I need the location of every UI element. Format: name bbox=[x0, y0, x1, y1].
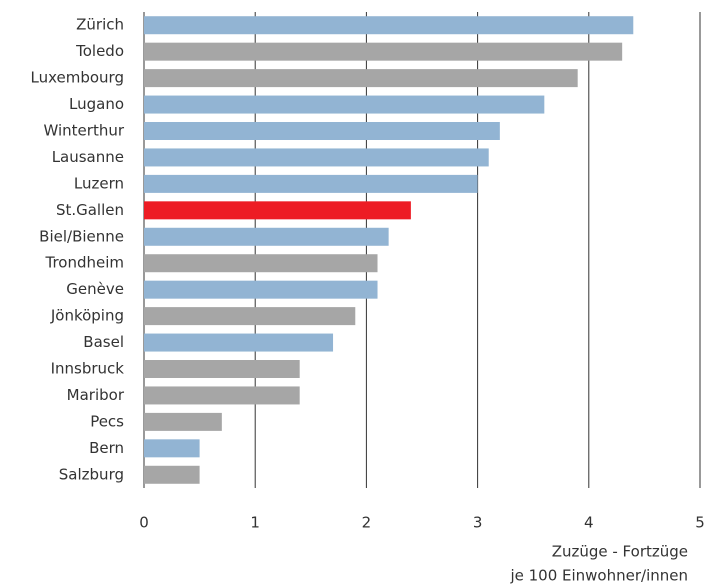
bar bbox=[144, 333, 334, 352]
y-tick-label: Basel bbox=[83, 333, 124, 351]
y-tick-label: Lugano bbox=[69, 95, 124, 113]
x-axis-label: Zuzüge - Fortzüge bbox=[552, 543, 688, 561]
bar bbox=[144, 148, 489, 167]
y-tick-label: Maribor bbox=[67, 386, 125, 404]
y-tick-label: Toledo bbox=[75, 42, 124, 60]
bar bbox=[144, 254, 378, 273]
y-tick-label: Luxembourg bbox=[31, 69, 125, 87]
y-tick-label: Salzburg bbox=[59, 465, 124, 483]
y-tick-label: Genève bbox=[66, 280, 124, 298]
y-tick-label: St.Gallen bbox=[56, 201, 124, 219]
y-tick-label: Luzern bbox=[74, 174, 124, 192]
bar bbox=[144, 465, 200, 484]
bar bbox=[144, 16, 634, 35]
y-tick-label: Zürich bbox=[76, 16, 124, 34]
y-tick-label: Innsbruck bbox=[51, 360, 125, 378]
bar bbox=[144, 412, 222, 431]
bar bbox=[144, 280, 378, 299]
x-tick-label: 2 bbox=[362, 514, 372, 532]
bar bbox=[144, 42, 623, 61]
x-tick-label: 0 bbox=[139, 514, 149, 532]
y-tick-label: Bern bbox=[89, 439, 124, 457]
y-tick-label: Biel/Bienne bbox=[39, 227, 124, 245]
y-tick-label: Trondheim bbox=[44, 254, 124, 272]
bar bbox=[144, 227, 389, 246]
bar bbox=[144, 386, 300, 405]
bar bbox=[144, 201, 411, 220]
x-tick-label: 3 bbox=[473, 514, 483, 532]
bar bbox=[144, 95, 545, 114]
y-tick-label: Pecs bbox=[90, 412, 124, 430]
bar bbox=[144, 122, 500, 140]
x-tick-label: 4 bbox=[584, 514, 594, 532]
bar bbox=[144, 69, 578, 88]
y-tick-label: Lausanne bbox=[52, 148, 124, 166]
bar bbox=[144, 439, 200, 458]
y-tick-label: Winterthur bbox=[43, 122, 124, 140]
x-tick-label: 5 bbox=[695, 514, 704, 532]
y-tick-label: Jönköping bbox=[50, 307, 124, 325]
x-tick-label: 1 bbox=[250, 514, 260, 532]
bar bbox=[144, 307, 356, 326]
bar bbox=[144, 360, 300, 378]
x-axis-label: je 100 Einwohner/innen bbox=[509, 567, 688, 585]
bar bbox=[144, 174, 478, 193]
